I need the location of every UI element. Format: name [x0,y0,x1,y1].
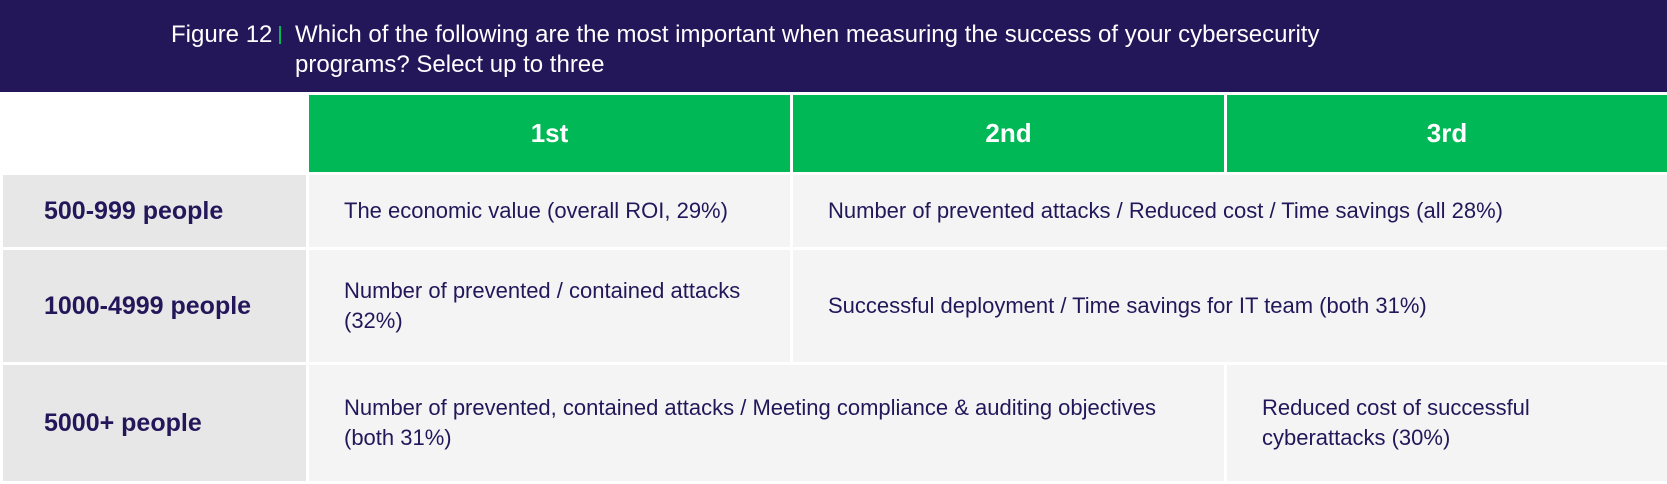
results-table: 1st 2nd 3rd 500-999 people The economic … [0,92,1667,484]
row-label-1000-4999: 1000-4999 people [2,249,308,364]
table-row: 5000+ people Number of prevented, contai… [2,364,1667,483]
column-header-1st: 1st [308,94,792,174]
row-label-5000-plus: 5000+ people [2,364,308,483]
cell-500-999-2nd-3rd: Number of prevented attacks / Reduced co… [792,174,1667,249]
cell-1000-4999-2nd-3rd: Successful deployment / Time savings for… [792,249,1667,364]
table-row: 1000-4999 people Number of prevented / c… [2,249,1667,364]
figure-separator [279,26,281,44]
cell-1000-4999-1st: Number of prevented / contained attacks … [308,249,792,364]
column-header-2nd: 2nd [792,94,1226,174]
row-label-500-999: 500-999 people [2,174,308,249]
column-header-3rd: 3rd [1226,94,1667,174]
table-corner [2,94,308,174]
table-row: 500-999 people The economic value (overa… [2,174,1667,249]
cell-500-999-1st: The economic value (overall ROI, 29%) [308,174,792,249]
cell-5000-plus-3rd: Reduced cost of successful cyberattacks … [1226,364,1667,483]
figure-header: Figure 12 Which of the following are the… [0,0,1667,92]
figure-label: Figure 12 [171,20,272,50]
figure-title: Which of the following are the most impo… [295,20,1435,80]
cell-5000-plus-1st-2nd: Number of prevented, contained attacks /… [308,364,1226,483]
table-header-row: 1st 2nd 3rd [2,94,1667,174]
